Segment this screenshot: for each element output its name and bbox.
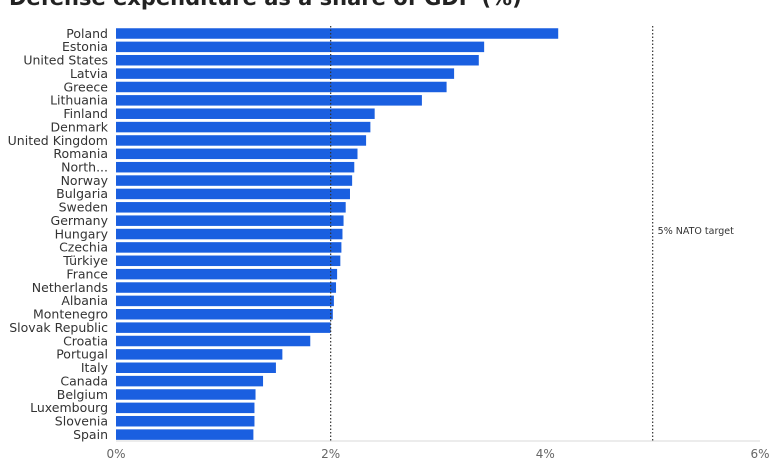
category-label: Sweden [59,200,108,215]
bars-layer [116,28,559,440]
bar [116,295,334,307]
category-label: Netherlands [32,280,108,295]
bar [116,375,264,387]
bar [116,161,355,173]
category-label: Canada [60,373,108,388]
bar [116,175,353,186]
bar [116,415,255,427]
chart-title: Defense expenditure as a share of GDP (%… [9,0,522,10]
category-label: Slovak Republic [9,320,108,335]
category-label: Slovenia [55,414,108,429]
bar [116,402,255,414]
bar [116,41,485,53]
bar [116,309,333,320]
category-label: Spain [73,427,108,442]
bar [116,228,343,240]
bar [116,282,337,293]
category-label: Denmark [51,119,109,134]
bar [116,389,256,400]
category-label: Italy [81,360,109,375]
category-label: Estonia [62,39,108,54]
category-label: Portugal [56,347,108,362]
category-label: United States [23,53,108,68]
reference-lines: 5% NATO target [330,26,734,441]
bar [116,121,371,133]
bar [116,215,344,226]
bar [116,95,422,106]
category-label: Bulgaria [56,186,108,201]
category-label: Croatia [63,333,108,348]
category-label: Lithuania [50,93,108,108]
x-tick-label: 6% [750,447,769,461]
category-label: Albania [61,293,108,308]
category-label: Finland [63,106,108,121]
category-label: Germany [51,213,109,228]
bar [116,135,367,146]
bar [116,349,283,360]
bar [116,148,358,160]
bar [116,255,341,267]
bar [116,108,375,119]
x-axis: 0% 2% 4% 6% [106,440,770,461]
reference-line-label: 5% NATO target [658,226,734,237]
category-label: Montenegro [33,307,108,322]
bar [116,202,346,213]
category-label: Poland [66,26,108,41]
category-label: United Kingdom [8,133,108,148]
category-label: Türkiye [62,253,108,268]
bar [116,28,559,39]
category-label: Romania [53,146,108,161]
bar [116,362,276,373]
category-label: North... [61,160,108,175]
category-label: Norway [61,173,109,188]
x-tick-label: 4% [536,447,555,461]
bar [116,68,455,79]
bar [116,81,447,93]
bar [116,242,342,253]
bar [116,429,254,440]
category-label: Czechia [59,240,108,255]
category-label: Greece [64,79,109,94]
category-label: France [66,266,108,281]
x-tick-label: 0% [106,447,125,461]
category-label: Latvia [70,66,108,81]
x-tick-label: 2% [321,447,340,461]
category-label: Belgium [57,387,108,402]
bar [116,54,479,66]
bar [116,268,338,280]
bar [116,322,331,333]
category-label: Luxembourg [30,400,108,415]
bar [116,188,350,200]
bar [116,335,311,347]
category-label: Hungary [55,226,109,241]
